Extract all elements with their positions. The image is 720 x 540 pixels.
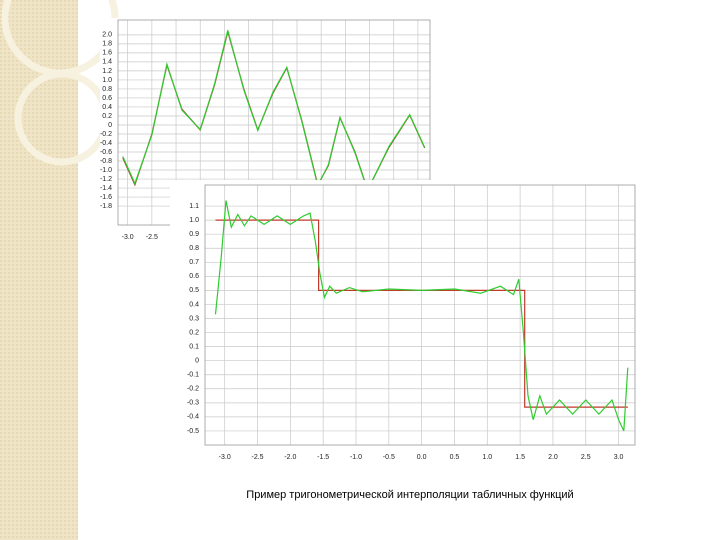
x-tick-label: 1.0 [482, 454, 492, 461]
y-tick-label: 0 [108, 122, 112, 129]
x-tick-label: -0.5 [383, 454, 395, 461]
y-tick-label: 0.7 [189, 259, 199, 266]
y-tick-label: -0.1 [187, 372, 199, 379]
chart-background [170, 180, 638, 470]
y-tick-label: -0.2 [187, 386, 199, 393]
x-tick-label: 0.5 [450, 454, 460, 461]
caption: Пример тригонометрической интерполяции т… [246, 489, 573, 501]
x-tick-label: 2.5 [581, 454, 591, 461]
y-tick-label: 1.6 [102, 50, 112, 57]
y-tick-label: 0.2 [102, 113, 112, 120]
y-tick-label: -0.2 [100, 131, 112, 138]
y-tick-label: -1.2 [100, 176, 112, 183]
y-tick-label: 0.6 [189, 273, 199, 280]
y-tick-label: -0.4 [187, 414, 199, 421]
x-tick-label: 3.0 [614, 454, 624, 461]
y-tick-label: 1.2 [102, 68, 112, 75]
data-line [122, 30, 426, 192]
y-tick-label: 1.1 [189, 203, 199, 210]
y-tick-label: 2.0 [102, 32, 112, 39]
x-tick-label: -1.5 [317, 454, 329, 461]
chart: -0.5 -0.4 -0.3 -0.2 -0.1 0 0.1 0.2 0.3 0.4 0.5 0.6 0… [170, 180, 638, 470]
x-tick-label: -2.5 [146, 234, 158, 241]
y-tick-label: -0.6 [100, 149, 112, 156]
y-tick-label: -1.6 [100, 194, 112, 201]
x-tick-label: -2.5 [251, 454, 263, 461]
y-tick-label: -1.4 [100, 185, 112, 192]
y-tick-label: 0.8 [189, 245, 199, 252]
y-tick-label: 1.8 [102, 41, 112, 48]
y-tick-label: 0.5 [189, 287, 199, 294]
y-tick-label: 0.1 [189, 343, 199, 350]
charts: -1.8 -1.6 -1.4 -1.2 -1.0 -0.8 -0.6 -0.4 -0.2 0 0.2… [100, 18, 638, 470]
y-tick-label: 1.0 [102, 77, 112, 84]
x-tick-label: -3.0 [219, 454, 231, 461]
plot-frame [204, 184, 636, 446]
y-tick-label: -0.8 [100, 158, 112, 165]
side-strip [0, 0, 78, 540]
x-tick-label: 1.5 [515, 454, 525, 461]
data-line [214, 200, 629, 432]
y-tick-label: 0.4 [189, 301, 199, 308]
x-tick-label: -2.0 [284, 454, 296, 461]
x-tick-label: -3.0 [122, 234, 134, 241]
y-tick-label: 0.9 [189, 231, 199, 238]
y-tick-label: -0.5 [187, 428, 199, 435]
y-tick-label: 1.4 [102, 59, 112, 66]
y-tick-label: 0 [195, 358, 199, 365]
y-tick-label: -1.8 [100, 203, 112, 210]
x-tick-label: 0.0 [417, 454, 427, 461]
y-tick-label: 0.6 [102, 95, 112, 102]
y-tick-label: 0.4 [102, 104, 112, 111]
y-tick-label: 0.2 [189, 329, 199, 336]
y-tick-label: -0.3 [187, 400, 199, 407]
x-tick-label: -1.0 [350, 454, 362, 461]
y-tick-label: 1.0 [189, 217, 199, 224]
y-tick-label: -0.4 [100, 140, 112, 147]
y-tick-label: 0.3 [189, 315, 199, 322]
x-tick-label: 2.0 [548, 454, 558, 461]
y-tick-label: -1.0 [100, 167, 112, 174]
y-tick-label: 0.8 [102, 86, 112, 93]
